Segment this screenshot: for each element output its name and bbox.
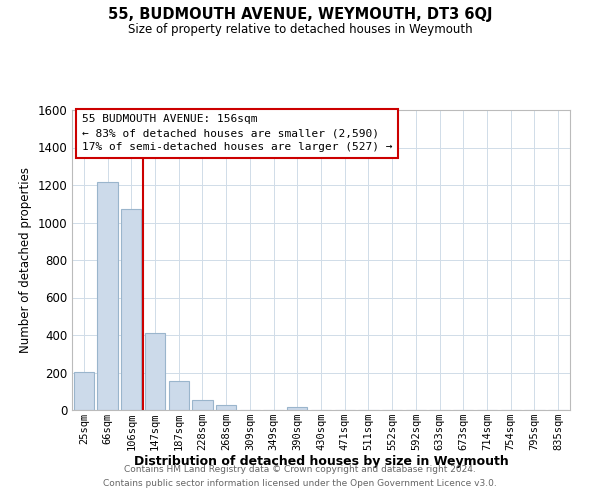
Bar (74, 372, 94, 410)
Text: 55, BUDMOUTH AVENUE, WEYMOUTH, DT3 6QJ: 55, BUDMOUTH AVENUE, WEYMOUTH, DT3 6QJ (108, 8, 492, 22)
Bar (287, 406, 307, 410)
Bar (193, 400, 212, 410)
Y-axis label: Number of detached properties: Number of detached properties (19, 167, 32, 353)
Text: 55 BUDMOUTH AVENUE: 156sqm
← 83% of detached houses are smaller (2,590)
17% of s: 55 BUDMOUTH AVENUE: 156sqm ← 83% of deta… (82, 114, 392, 152)
Bar (145, 333, 165, 410)
Text: Size of property relative to detached houses in Weymouth: Size of property relative to detached ho… (128, 22, 472, 36)
Bar (121, 210, 142, 410)
Text: Distribution of detached houses by size in Weymouth: Distribution of detached houses by size … (134, 455, 508, 468)
Bar (97, 182, 118, 410)
Bar (216, 405, 236, 410)
Text: Contains HM Land Registry data © Crown copyright and database right 2024.
Contai: Contains HM Land Registry data © Crown c… (103, 466, 497, 487)
Bar (169, 381, 189, 410)
